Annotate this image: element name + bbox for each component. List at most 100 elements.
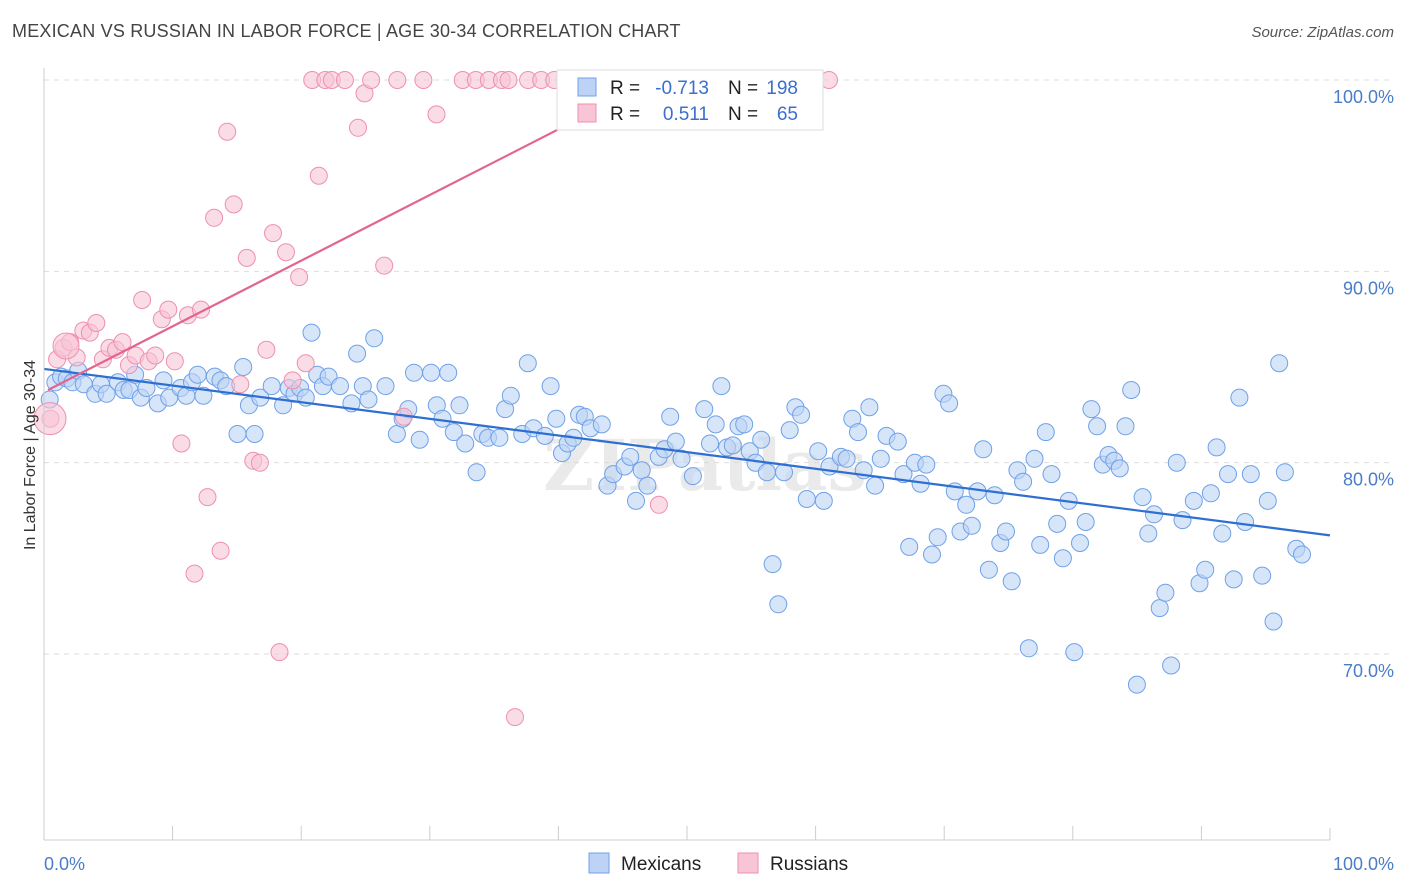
point-mexicans [621, 447, 640, 466]
point-mexicans [1258, 491, 1277, 510]
point-mexicans [871, 449, 890, 468]
point-russians [290, 268, 309, 287]
point-mexicans [422, 363, 441, 382]
point-mexicans [849, 423, 867, 442]
point-mexicans [1002, 572, 1021, 591]
point-mexicans [365, 329, 384, 348]
point-mexicans [695, 400, 714, 419]
point-mexicans [359, 390, 378, 409]
point-mexicans [490, 428, 509, 447]
legend-n-label-mexicans: N = [728, 78, 758, 99]
point-russians [499, 71, 518, 89]
point-mexicans [769, 595, 788, 614]
point-russians [388, 71, 407, 89]
point-mexicans [501, 386, 520, 405]
trend-line-mexicans [43, 367, 1331, 537]
y-tick-label: 90.0% [1343, 278, 1394, 298]
point-mexicans [809, 442, 828, 461]
point-mexicans [900, 537, 919, 556]
point-russians [375, 256, 394, 275]
point-mexicans [1025, 449, 1044, 468]
point-mexicans [837, 449, 856, 468]
point-mexicans [262, 377, 281, 396]
point-mexicans [1019, 639, 1038, 658]
legend: R = -0.713 N = 198 R = 0.511 N = 65 [556, 69, 824, 131]
point-mexicans [1196, 560, 1215, 579]
point-mexicans [228, 425, 247, 443]
point-mexicans [1110, 459, 1129, 478]
legend-swatch-mexicans [577, 77, 597, 97]
point-mexicans [940, 394, 959, 413]
point-mexicans [894, 465, 913, 484]
point-mexicans [1082, 400, 1101, 419]
point-russians [146, 346, 165, 365]
point-russians [172, 434, 191, 453]
point-mexicans [1264, 612, 1283, 631]
point-mexicans [866, 476, 885, 495]
points-layer [33, 71, 1311, 727]
point-mexicans [923, 545, 941, 564]
source-label: Source: ZipAtlas.com [1251, 24, 1394, 41]
point-mexicans [701, 434, 719, 453]
point-russians [198, 488, 217, 507]
point-mexicans [456, 434, 475, 453]
point-mexicans [1270, 354, 1289, 373]
point-mexicans [1014, 472, 1033, 491]
legend-r-value-mexicans: -0.713 [655, 78, 709, 99]
trend-layer [43, 79, 1331, 537]
legend-n-label-russians: N = [728, 104, 758, 125]
point-mexicans [1048, 514, 1067, 533]
point-mexicans [1065, 643, 1084, 662]
point-mexicans [752, 430, 771, 449]
bottom-legend-swatch-mexicans [588, 852, 610, 874]
point-russians [264, 224, 282, 243]
point-mexicans [234, 358, 253, 376]
point-mexicans [706, 415, 725, 434]
point-mexicans [1031, 535, 1050, 554]
point-mexicans [1253, 566, 1272, 585]
point-mexicans [735, 415, 754, 434]
point-russians [270, 643, 289, 662]
y-tick-label: 100.0% [1333, 87, 1394, 107]
point-mexicans [763, 555, 782, 574]
point-russians [257, 340, 276, 359]
point-mexicans [997, 522, 1015, 541]
point-mexicans [348, 344, 367, 363]
point-mexicans [410, 430, 429, 449]
bottom-legend-label-russians: Russians [770, 854, 848, 875]
point-russians [33, 402, 67, 436]
point-mexicans [797, 490, 816, 508]
point-russians [224, 195, 243, 214]
point-mexicans [1224, 570, 1243, 589]
point-mexicans [1071, 534, 1089, 552]
point-mexicans [1184, 491, 1203, 510]
point-mexicans [1219, 465, 1237, 484]
point-mexicans [627, 491, 645, 510]
point-mexicans [1167, 453, 1186, 472]
point-mexicans [405, 363, 423, 382]
point-mexicans [962, 516, 981, 535]
point-mexicans [666, 432, 685, 451]
point-mexicans [672, 449, 691, 468]
point-mexicans [792, 405, 811, 424]
point-russians [649, 495, 668, 514]
point-mexicans [1230, 388, 1249, 407]
point-mexicans [1241, 465, 1260, 484]
point-mexicans [194, 386, 213, 405]
y-tick-label: 70.0% [1343, 661, 1394, 681]
point-mexicans [450, 396, 469, 415]
point-mexicans [1133, 488, 1152, 507]
point-russians [165, 352, 184, 371]
legend-swatch-russians [577, 103, 597, 123]
legend-n-value-mexicans: 198 [766, 78, 798, 99]
point-mexicans [928, 528, 947, 547]
grid-layer: 70.0% 80.0% 90.0% 100.0% [44, 79, 1394, 681]
point-mexicans [638, 476, 657, 495]
point-mexicans [1042, 465, 1061, 484]
point-mexicans [1139, 524, 1158, 543]
point-mexicans [1127, 675, 1146, 694]
point-russians [87, 314, 106, 332]
point-mexicans [1036, 423, 1055, 442]
point-mexicans [1293, 545, 1311, 564]
